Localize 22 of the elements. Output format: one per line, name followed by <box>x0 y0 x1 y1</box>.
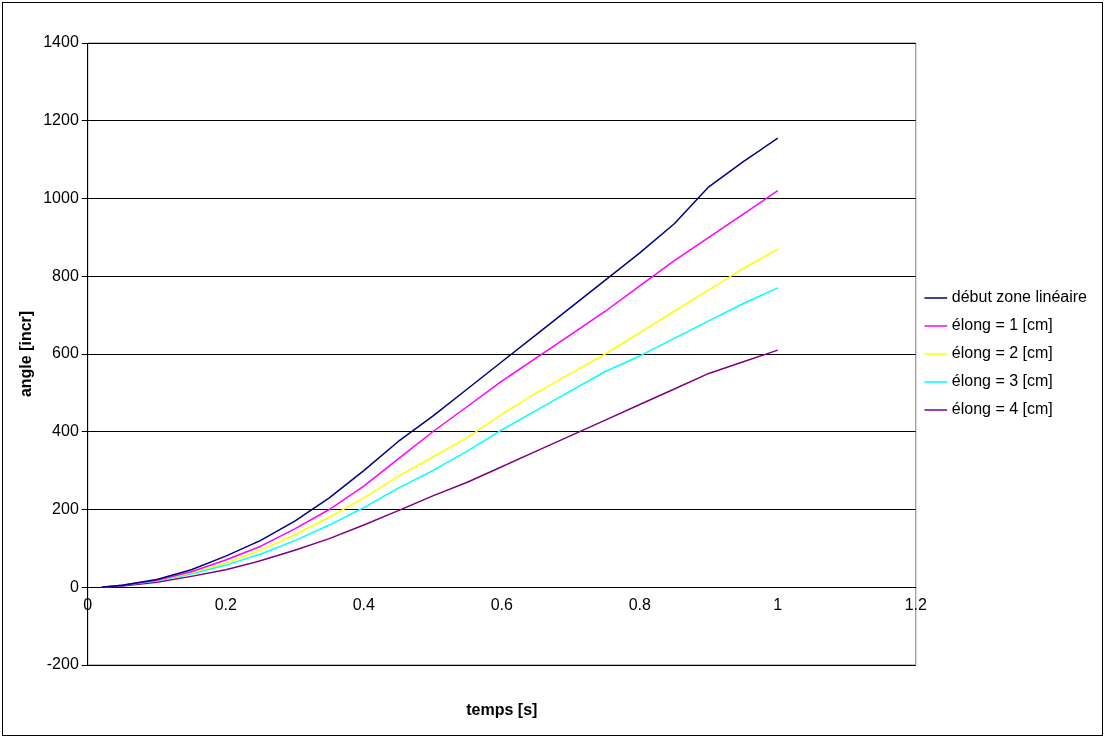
y-tick-label: 600 <box>52 344 79 362</box>
x-tick-label: 0.4 <box>352 596 376 614</box>
x-tick-label: 1.2 <box>904 596 928 614</box>
x-tick-label: 0.6 <box>490 596 514 614</box>
legend-label: élong = 4 [cm] <box>951 400 1053 418</box>
legend-label: début zone linéaire <box>951 288 1088 306</box>
y-tick-label: 1400 <box>43 33 79 51</box>
y-tick-label: 400 <box>52 422 79 440</box>
x-tick-label: 0.8 <box>628 596 652 614</box>
y-tick-label: -200 <box>46 655 79 673</box>
y-tick-label: 800 <box>52 266 79 284</box>
y-axis-title: angle [incr] <box>17 310 35 398</box>
y-tick-label: 1000 <box>43 188 79 206</box>
x-tick-label: 0.2 <box>214 596 238 614</box>
legend-label: élong = 3 [cm] <box>951 372 1053 390</box>
y-tick-label: 200 <box>52 499 79 517</box>
x-axis-title: temps [s] <box>466 701 538 718</box>
legend-label: élong = 1 [cm] <box>951 316 1053 334</box>
x-tick-label: 1 <box>773 596 783 614</box>
y-tick-label: 1200 <box>43 111 79 129</box>
y-tick-label: 0 <box>69 577 79 595</box>
legend-label: élong = 2 [cm] <box>951 344 1053 362</box>
